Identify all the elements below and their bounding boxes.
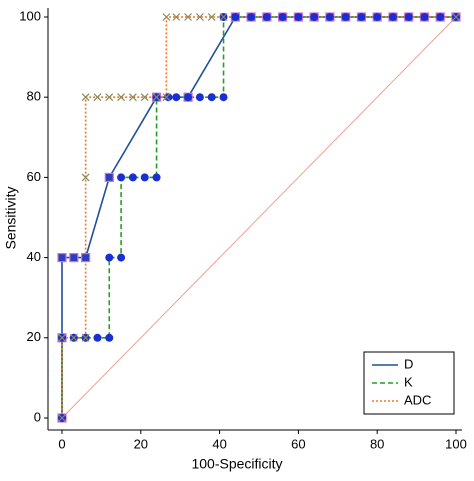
marker — [231, 13, 240, 21]
marker — [219, 13, 228, 21]
marker — [117, 253, 126, 262]
legend-label: K — [404, 374, 413, 389]
x-axis-label: 100-Specificity — [191, 456, 282, 472]
y-tick-label: 80 — [27, 89, 41, 104]
marker — [219, 93, 228, 102]
marker — [93, 93, 102, 102]
marker — [69, 333, 78, 342]
marker — [81, 333, 90, 342]
marker — [207, 93, 216, 102]
marker — [207, 13, 216, 21]
marker — [262, 13, 271, 21]
marker — [128, 93, 137, 102]
marker — [57, 253, 67, 263]
marker — [140, 93, 149, 102]
marker — [58, 333, 66, 342]
x-tick-label: 0 — [58, 436, 65, 451]
y-tick-label: 0 — [34, 409, 41, 424]
x-tick-label: 20 — [134, 436, 148, 451]
marker — [184, 93, 193, 102]
marker — [162, 93, 171, 102]
y-axis-label: Sensitivity — [3, 186, 19, 249]
marker — [140, 173, 149, 182]
marker — [294, 13, 303, 21]
legend-label: ADC — [404, 392, 431, 407]
marker — [404, 13, 413, 21]
marker — [152, 93, 161, 102]
marker — [81, 253, 91, 263]
marker — [184, 13, 193, 21]
legend-box — [363, 351, 455, 415]
y-tick-label: 60 — [27, 169, 41, 184]
y-tick-label: 100 — [19, 8, 41, 23]
marker — [357, 13, 366, 21]
marker — [172, 13, 181, 21]
marker — [117, 93, 126, 102]
marker — [341, 13, 350, 21]
marker — [310, 13, 319, 21]
marker — [162, 13, 171, 21]
x-tick-label: 80 — [370, 436, 384, 451]
marker — [247, 13, 256, 21]
x-tick-label: 100 — [445, 436, 467, 451]
x-tick-label: 60 — [291, 436, 305, 451]
marker — [105, 93, 114, 102]
marker — [81, 93, 90, 102]
marker — [325, 13, 334, 21]
marker — [93, 333, 102, 342]
marker — [436, 13, 445, 21]
marker — [104, 172, 114, 182]
marker — [452, 13, 460, 21]
legend-label: D — [404, 356, 413, 371]
marker — [58, 414, 66, 422]
marker — [195, 13, 204, 21]
marker — [420, 13, 429, 21]
marker — [164, 93, 173, 102]
marker — [69, 253, 79, 263]
roc-line — [61, 16, 456, 418]
y-tick-label: 20 — [27, 329, 41, 344]
marker — [278, 13, 287, 21]
y-tick-label: 40 — [27, 249, 41, 264]
marker — [172, 93, 181, 102]
marker — [373, 13, 382, 21]
reference-line — [61, 16, 457, 419]
marker — [388, 13, 397, 21]
marker — [105, 333, 114, 342]
marker — [128, 173, 137, 182]
marker — [152, 173, 161, 182]
marker — [195, 93, 204, 102]
marker — [117, 173, 126, 182]
marker — [105, 253, 114, 262]
marker — [81, 173, 90, 182]
x-tick-label: 40 — [212, 436, 226, 451]
